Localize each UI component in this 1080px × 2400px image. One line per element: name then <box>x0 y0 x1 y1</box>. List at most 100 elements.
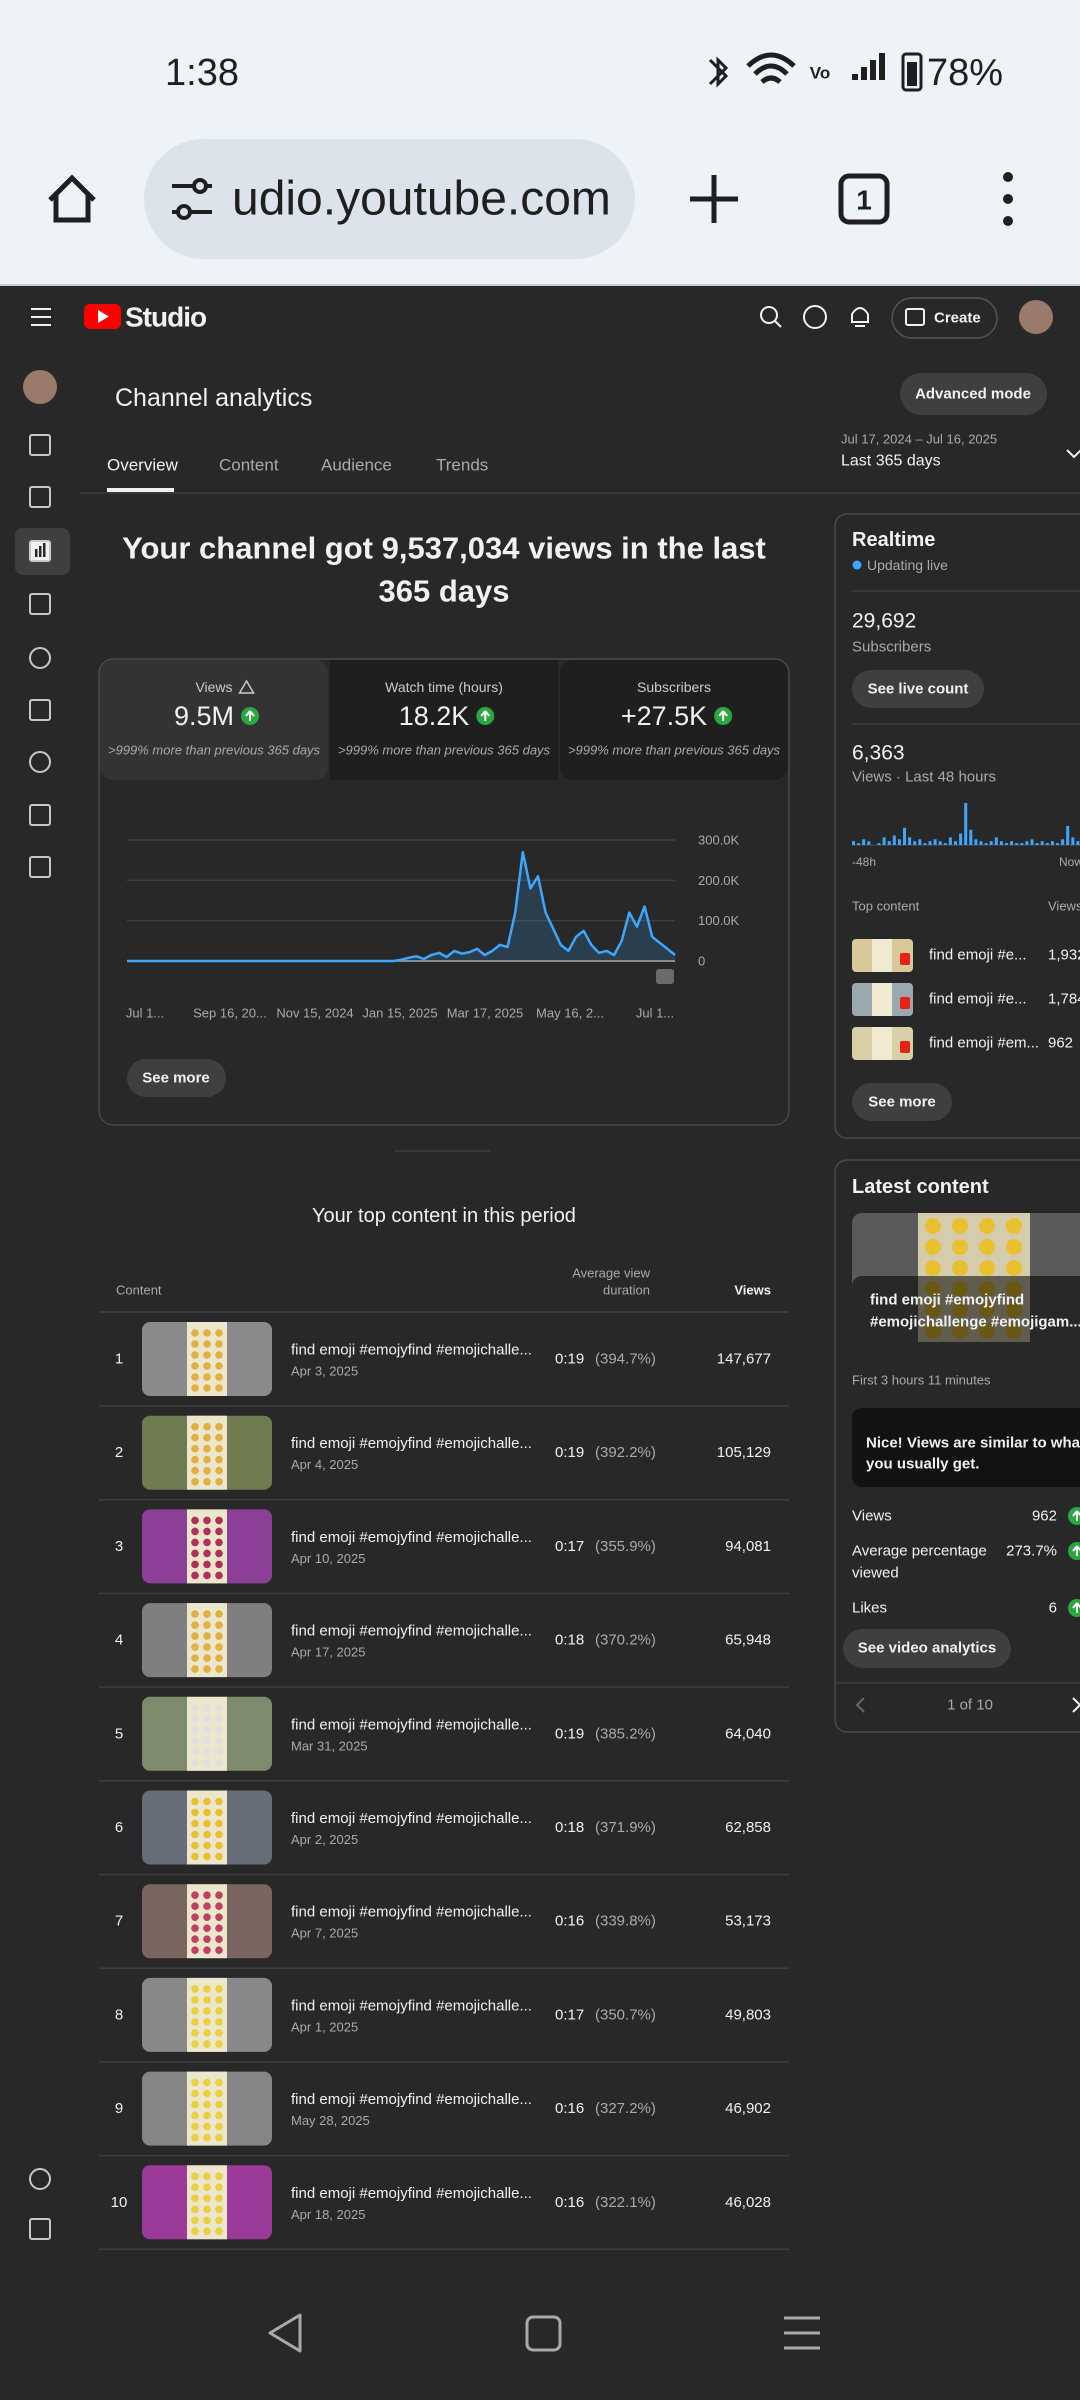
thumbnail-emoji <box>203 1456 211 1464</box>
video-title[interactable]: find emoji #emojyfind #emojichalle... <box>291 1810 532 1827</box>
shorts-badge <box>900 953 910 965</box>
insight-text: Nice! Views are similar to what <box>866 1435 1080 1452</box>
url-text[interactable]: udio.youtube.com <box>232 173 611 226</box>
thumbnail-emoji <box>191 2018 199 2026</box>
realtime-bar <box>878 843 881 845</box>
video-date: Apr 17, 2025 <box>291 1645 365 1660</box>
video-date: Apr 10, 2025 <box>291 1551 365 1566</box>
x-tick-label: Mar 17, 2025 <box>447 1006 524 1021</box>
period-label[interactable]: Last 365 days <box>841 453 941 470</box>
top-content-title[interactable]: find emoji #e... <box>929 991 1027 1008</box>
row-rank: 4 <box>115 1632 123 1649</box>
realtime-bar <box>954 841 957 845</box>
avg-percent: (394.7%) <box>595 1351 656 1368</box>
thumbnail-emoji <box>215 1924 223 1932</box>
thumbnail-emoji <box>191 1632 199 1640</box>
thumbnail-emoji <box>925 1239 941 1255</box>
realtime-bar <box>1051 841 1054 845</box>
realtime-bar <box>1041 841 1044 845</box>
thumbnail-emoji <box>203 1561 211 1569</box>
subscriber-count: 29,692 <box>852 610 916 633</box>
realtime-bar <box>964 803 967 845</box>
thumbnail-emoji <box>203 1610 211 1618</box>
thumbnail-emoji <box>203 2079 211 2087</box>
stat-label: Average percentage <box>852 1543 987 1560</box>
realtime-bar <box>1046 843 1049 845</box>
thumbnail-emoji <box>215 1445 223 1453</box>
thumbnail-emoji <box>203 2101 211 2109</box>
realtime-views-label: Views · Last 48 hours <box>852 769 996 786</box>
thumbnail-emoji <box>203 1517 211 1525</box>
analytics-tab[interactable]: Content <box>219 456 279 475</box>
clock: 1:38 <box>165 52 239 94</box>
analytics-tab[interactable]: Audience <box>321 456 392 475</box>
thumbnail-emoji <box>191 1423 199 1431</box>
video-views: 65,948 <box>725 1632 771 1649</box>
thumbnail-emoji <box>203 2184 211 2192</box>
see-live-count-label: See live count <box>868 681 969 698</box>
column-header: Content <box>116 1283 162 1298</box>
realtime-bar <box>949 837 952 845</box>
x-tick-label: Jul 1... <box>126 1006 164 1021</box>
realtime-bar <box>974 839 977 845</box>
thumbnail-emoji <box>191 2184 199 2192</box>
latest-video-title: find emoji #emojyfind <box>870 1292 1024 1309</box>
thumbnail-emoji <box>215 2184 223 2192</box>
stat-label: Likes <box>852 1600 887 1617</box>
thumbnail-emoji <box>215 1362 223 1370</box>
realtime-bar <box>1066 826 1069 845</box>
thumbnail-emoji <box>203 1467 211 1475</box>
video-title[interactable]: find emoji #emojyfind #emojichalle... <box>291 1904 532 1921</box>
thumbnail-emoji <box>203 1704 211 1712</box>
realtime-bar <box>1056 843 1059 845</box>
realtime-bar <box>1020 843 1023 845</box>
analytics-tab[interactable]: Overview <box>107 456 179 475</box>
thumbnail-emoji <box>215 2029 223 2037</box>
thumbnail-emoji <box>215 1456 223 1464</box>
video-title[interactable]: find emoji #emojyfind #emojichalle... <box>291 1997 532 2014</box>
avg-percent: (370.2%) <box>595 1632 656 1649</box>
menu-dot <box>1003 172 1013 182</box>
thumbnail-emoji <box>203 1853 211 1861</box>
thumbnail-emoji <box>215 1351 223 1359</box>
video-date: Apr 1, 2025 <box>291 2019 358 2034</box>
thumbnail-emoji <box>191 1798 199 1806</box>
thumbnail-emoji <box>215 2228 223 2236</box>
video-title[interactable]: find emoji #emojyfind #emojichalle... <box>291 1529 532 1546</box>
thumbnail-emoji <box>191 1539 199 1547</box>
analytics-tab[interactable]: Trends <box>436 456 488 475</box>
video-title[interactable]: find emoji #emojyfind #emojichalle... <box>291 1435 532 1452</box>
thumbnail-emoji <box>215 1434 223 1442</box>
date-range[interactable]: Jul 17, 2024 – Jul 16, 2025 <box>841 432 997 447</box>
row-rank: 6 <box>115 1819 123 1836</box>
metric-label: Views <box>195 679 232 695</box>
thumbnail-emoji <box>203 1798 211 1806</box>
thumbnail-emoji <box>203 1373 211 1381</box>
realtime-bar <box>969 830 972 845</box>
video-title[interactable]: find emoji #emojyfind #emojichalle... <box>291 1623 532 1640</box>
metric-label: Subscribers <box>637 679 711 695</box>
thumbnail-emoji <box>191 1340 199 1348</box>
top-content-title[interactable]: find emoji #em... <box>929 1035 1039 1052</box>
thumbnail-emoji <box>191 1704 199 1712</box>
column-header: Average view <box>572 1266 650 1281</box>
y-tick-label: 200.0K <box>698 873 740 888</box>
video-title[interactable]: find emoji #emojyfind #emojichalle... <box>291 2185 532 2202</box>
top-content-title[interactable]: find emoji #e... <box>929 947 1027 964</box>
video-views: 105,129 <box>717 1444 771 1461</box>
video-title[interactable]: find emoji #emojyfind #emojichalle... <box>291 2091 532 2108</box>
row-rank: 10 <box>111 2194 128 2211</box>
metric-label: Watch time (hours) <box>385 679 503 695</box>
video-views: 46,028 <box>725 2194 771 2211</box>
thumbnail-emoji <box>203 1340 211 1348</box>
thumbnail-emoji <box>215 1528 223 1536</box>
video-date: Apr 2, 2025 <box>291 1832 358 1847</box>
thumbnail-emoji <box>203 1842 211 1850</box>
thumbnail-emoji <box>215 1704 223 1712</box>
column-header[interactable]: Views <box>734 1283 771 1298</box>
thumbnail-emoji <box>203 1809 211 1817</box>
tab-count: 1 <box>856 185 872 216</box>
thumbnail-emoji <box>191 1902 199 1910</box>
video-title[interactable]: find emoji #emojyfind #emojichalle... <box>291 1716 532 1733</box>
video-title[interactable]: find emoji #emojyfind #emojichalle... <box>291 1342 532 1359</box>
